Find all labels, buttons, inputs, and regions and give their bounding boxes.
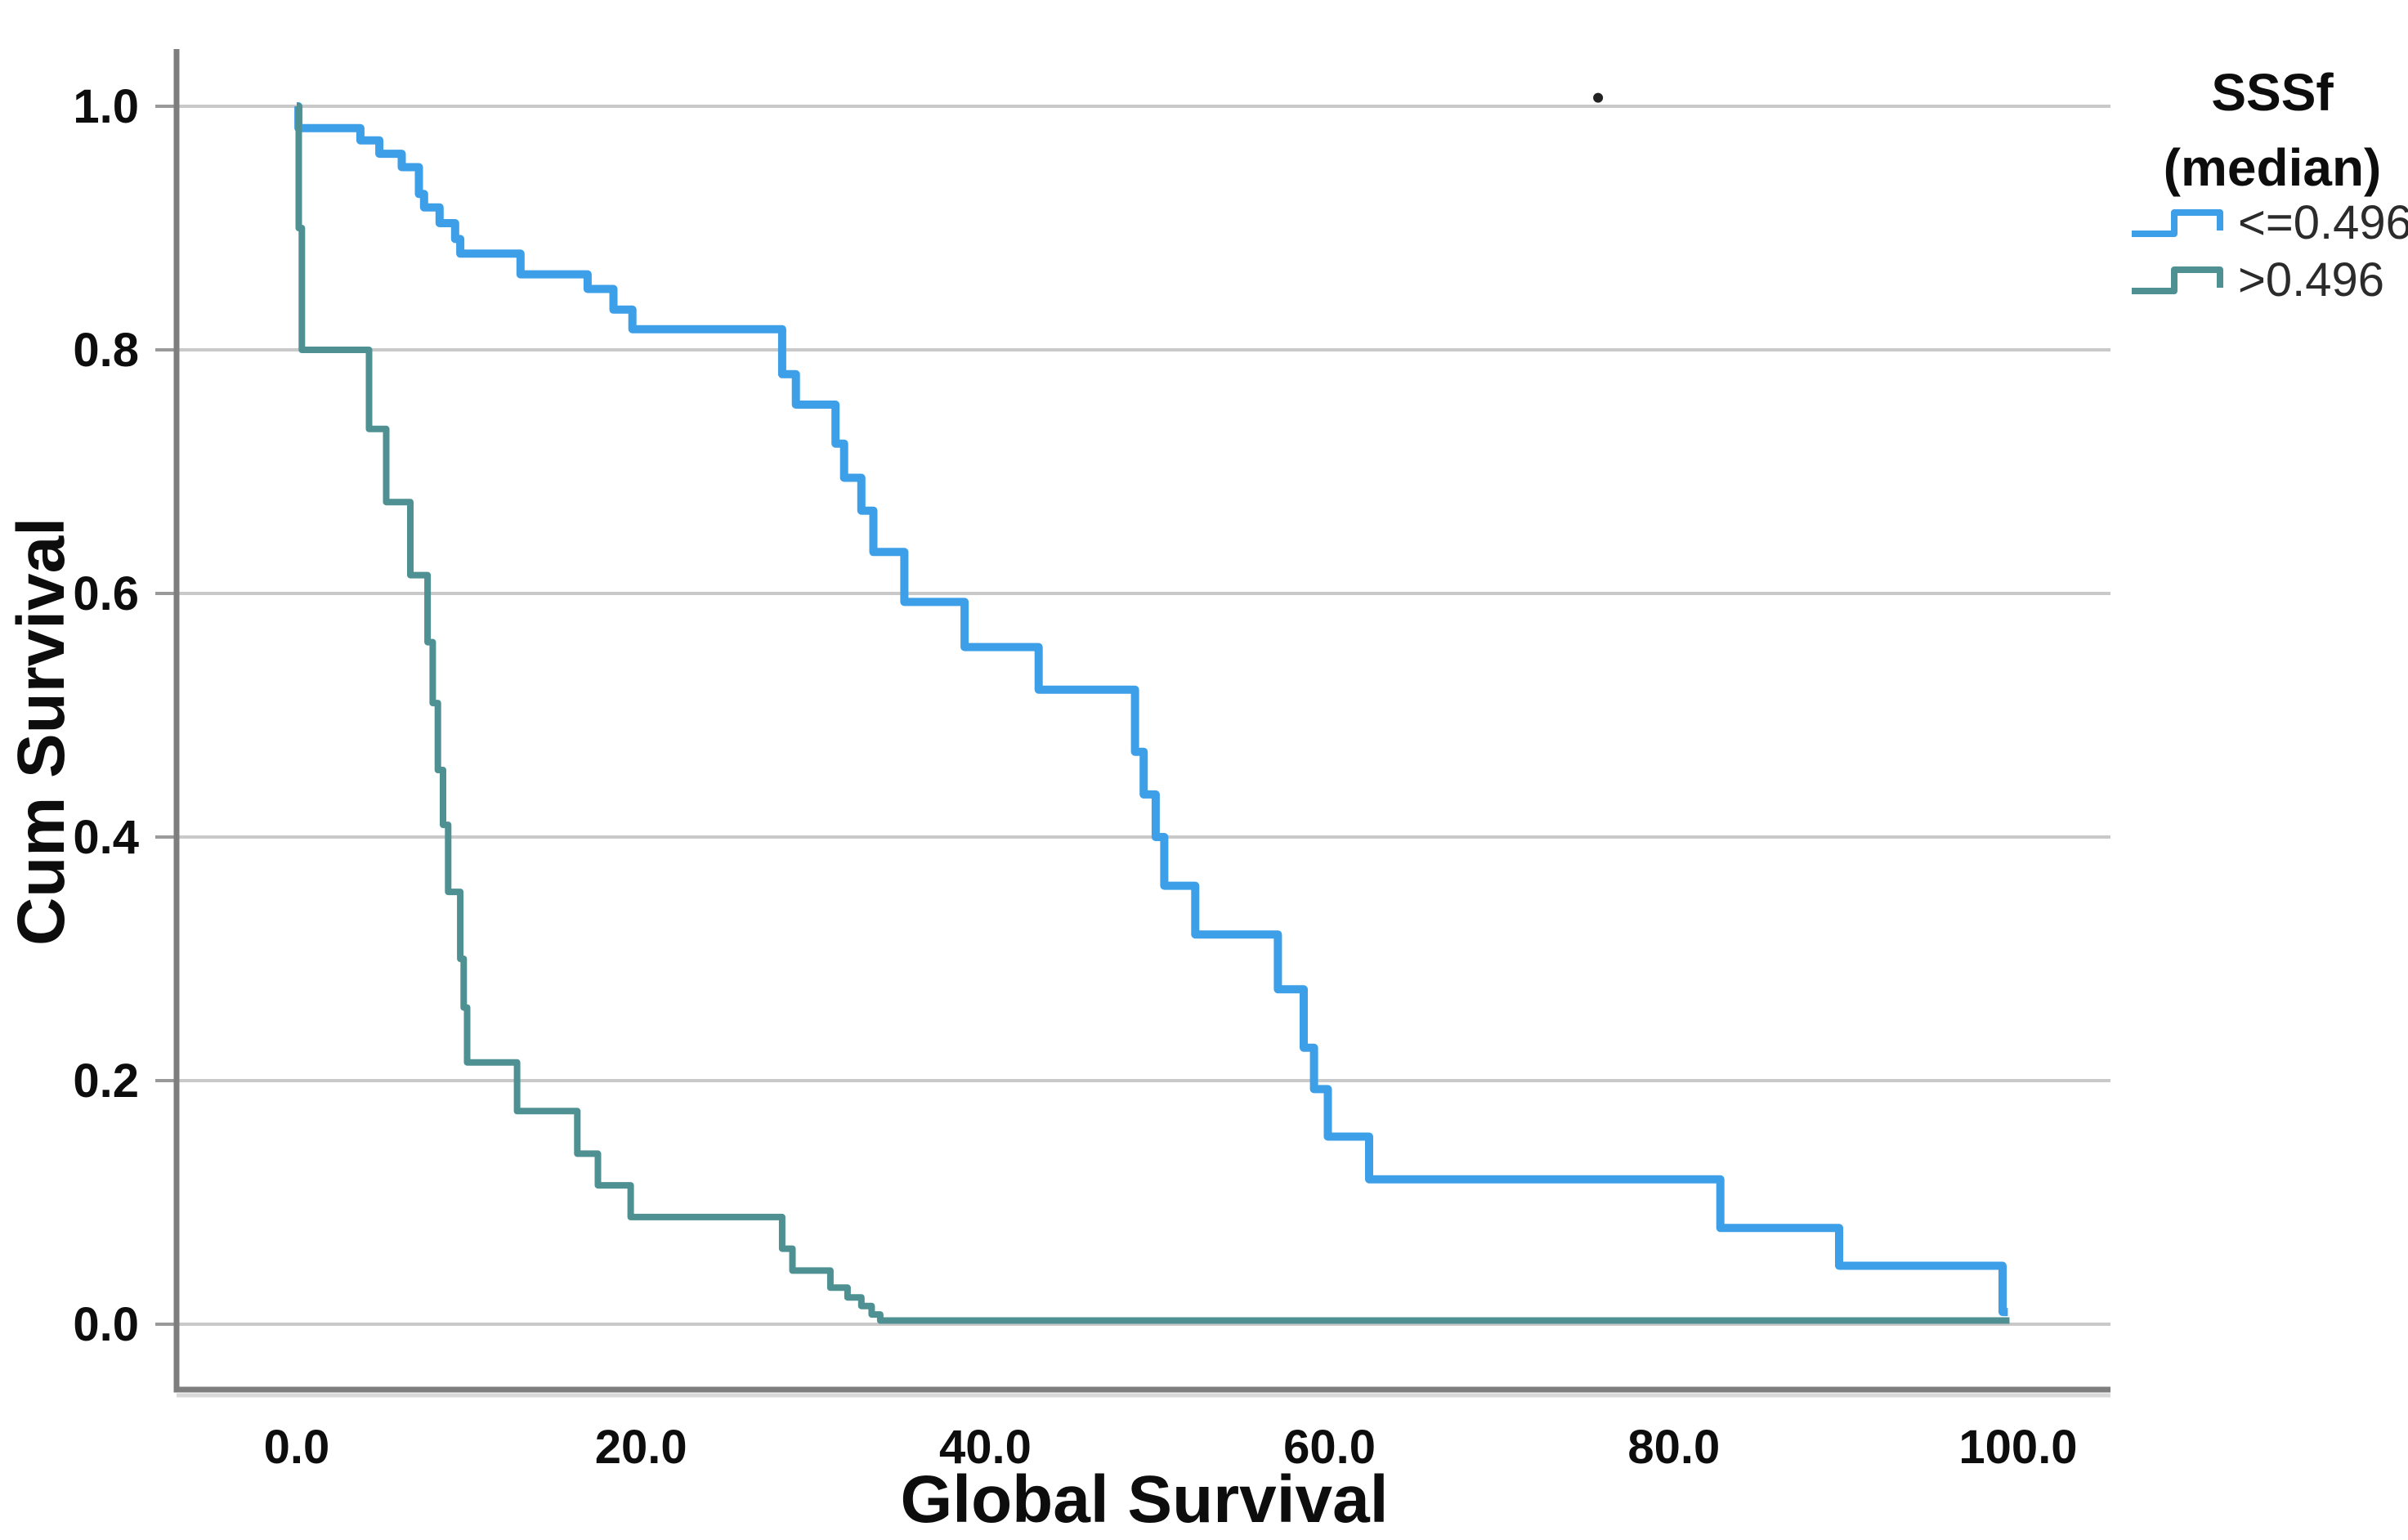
x-tick-label: 0.0 xyxy=(264,1421,330,1474)
y-tick-label: 0.0 xyxy=(73,1298,139,1351)
y-tick-label: 0.6 xyxy=(73,567,139,620)
x-axis-title: Global Survival xyxy=(901,1462,1389,1537)
x-tick-label: 80.0 xyxy=(1627,1421,1720,1474)
legend: SSSf (median) <=0.496>0.496 xyxy=(2132,63,2408,307)
axes xyxy=(155,49,2110,1398)
legend-title-line2: (median) xyxy=(2164,138,2382,197)
annotations xyxy=(1593,92,1604,103)
axis-frame xyxy=(173,49,2110,1393)
y-tick-label: 1.0 xyxy=(73,80,139,133)
x-tick-label: 20.0 xyxy=(595,1421,687,1474)
legend-entry-label: <=0.496 xyxy=(2238,196,2408,249)
legend-entry-label: >0.496 xyxy=(2238,253,2384,307)
km-curve-0496 xyxy=(294,102,2008,1317)
y-tick-label: 0.2 xyxy=(73,1054,139,1108)
x-tick-label: 40.0 xyxy=(939,1421,1032,1474)
y-axis-title: Cum Survival xyxy=(4,517,78,946)
axis-labels: Global Survival Cum Survival 0.0 0.2 0.4 0.… xyxy=(4,80,2078,1537)
legend-step-icon xyxy=(2132,266,2223,294)
x-tick-label: 100.0 xyxy=(1958,1421,2077,1474)
stray-dot xyxy=(1593,92,1604,103)
legend-step-icon xyxy=(2132,209,2223,237)
y-tick-label: 0.4 xyxy=(73,811,139,864)
gridlines xyxy=(177,105,2110,1326)
km-curve-0496 xyxy=(295,103,2010,1324)
legend-title-line1: SSSf xyxy=(2211,63,2334,122)
x-tick-label: 60.0 xyxy=(1283,1421,1376,1474)
y-tick-label: 0.8 xyxy=(73,324,139,377)
km-curves xyxy=(294,102,2010,1324)
